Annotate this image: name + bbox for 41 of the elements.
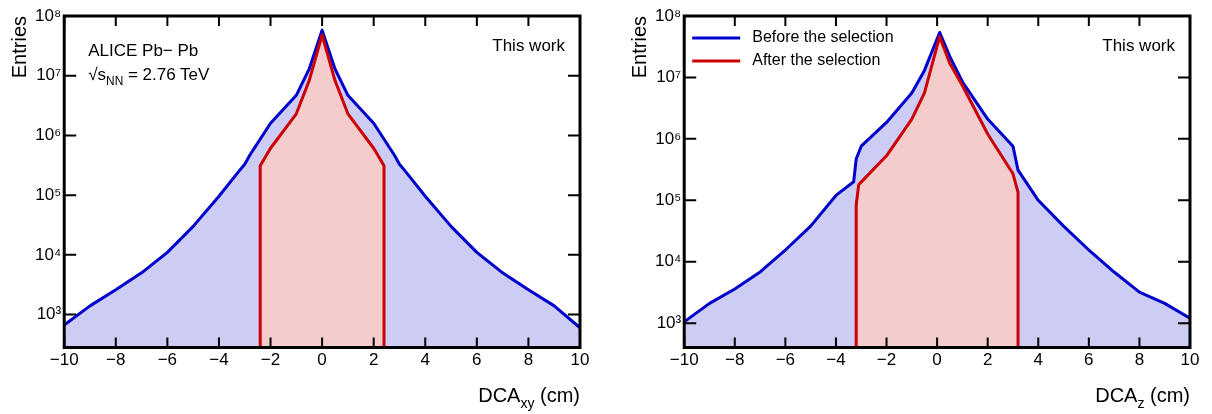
x-tick-label: 10: [1180, 350, 1200, 370]
x-tick-label: 6: [472, 350, 482, 370]
x-tick-label: 2: [368, 350, 379, 370]
x-tick-label: 2: [982, 350, 993, 370]
y-tick-label: 10⁶: [35, 125, 62, 145]
legend-label: After the selection: [752, 51, 881, 69]
y-tick-label: 10⁷: [36, 65, 62, 85]
x-tick-label: 4: [1033, 350, 1043, 370]
annotation: ALICE Pb− Pb: [88, 41, 199, 60]
x-tick-label: 0: [317, 350, 327, 370]
y-axis-title: Entries: [628, 16, 650, 79]
x-tick-label: 6: [1084, 350, 1094, 370]
y-tick-label: 10⁸: [655, 5, 682, 25]
x-tick-label: −8: [106, 350, 126, 370]
legend-label: Before the selection: [752, 28, 894, 46]
y-tick-label: 10⁵: [35, 184, 62, 204]
x-tick-label: −6: [157, 350, 178, 370]
x-tick-label: −6: [775, 350, 796, 370]
x-tick-label: −10: [669, 350, 699, 370]
y-axis-title: Entries: [8, 16, 30, 79]
y-tick-label: 10³: [656, 312, 682, 332]
x-tick-label: 4: [420, 350, 430, 370]
x-tick-label: 0: [932, 350, 942, 370]
x-tick-label: 10: [570, 350, 590, 370]
x-tick-label: 8: [523, 350, 534, 370]
y-tick-label: 10⁴: [655, 251, 682, 271]
x-tick-label: −4: [826, 350, 846, 370]
x-tick-label: −8: [725, 350, 745, 370]
annotation: This work: [1102, 36, 1176, 55]
y-tick-label: 10⁴: [35, 244, 62, 264]
y-tick-label: 10⁷: [656, 67, 682, 87]
x-tick-label: −4: [209, 350, 229, 370]
y-tick-label: 10⁵: [655, 189, 682, 209]
y-tick-label: 10⁶: [655, 128, 682, 148]
x-tick-label: 8: [1134, 350, 1145, 370]
annotation: This work: [492, 36, 566, 55]
x-tick-label: −2: [876, 350, 897, 370]
y-tick-label: 10³: [36, 304, 62, 324]
x-tick-label: −10: [49, 350, 79, 370]
x-tick-label: −2: [260, 350, 281, 370]
y-tick-label: 10⁸: [35, 5, 62, 25]
